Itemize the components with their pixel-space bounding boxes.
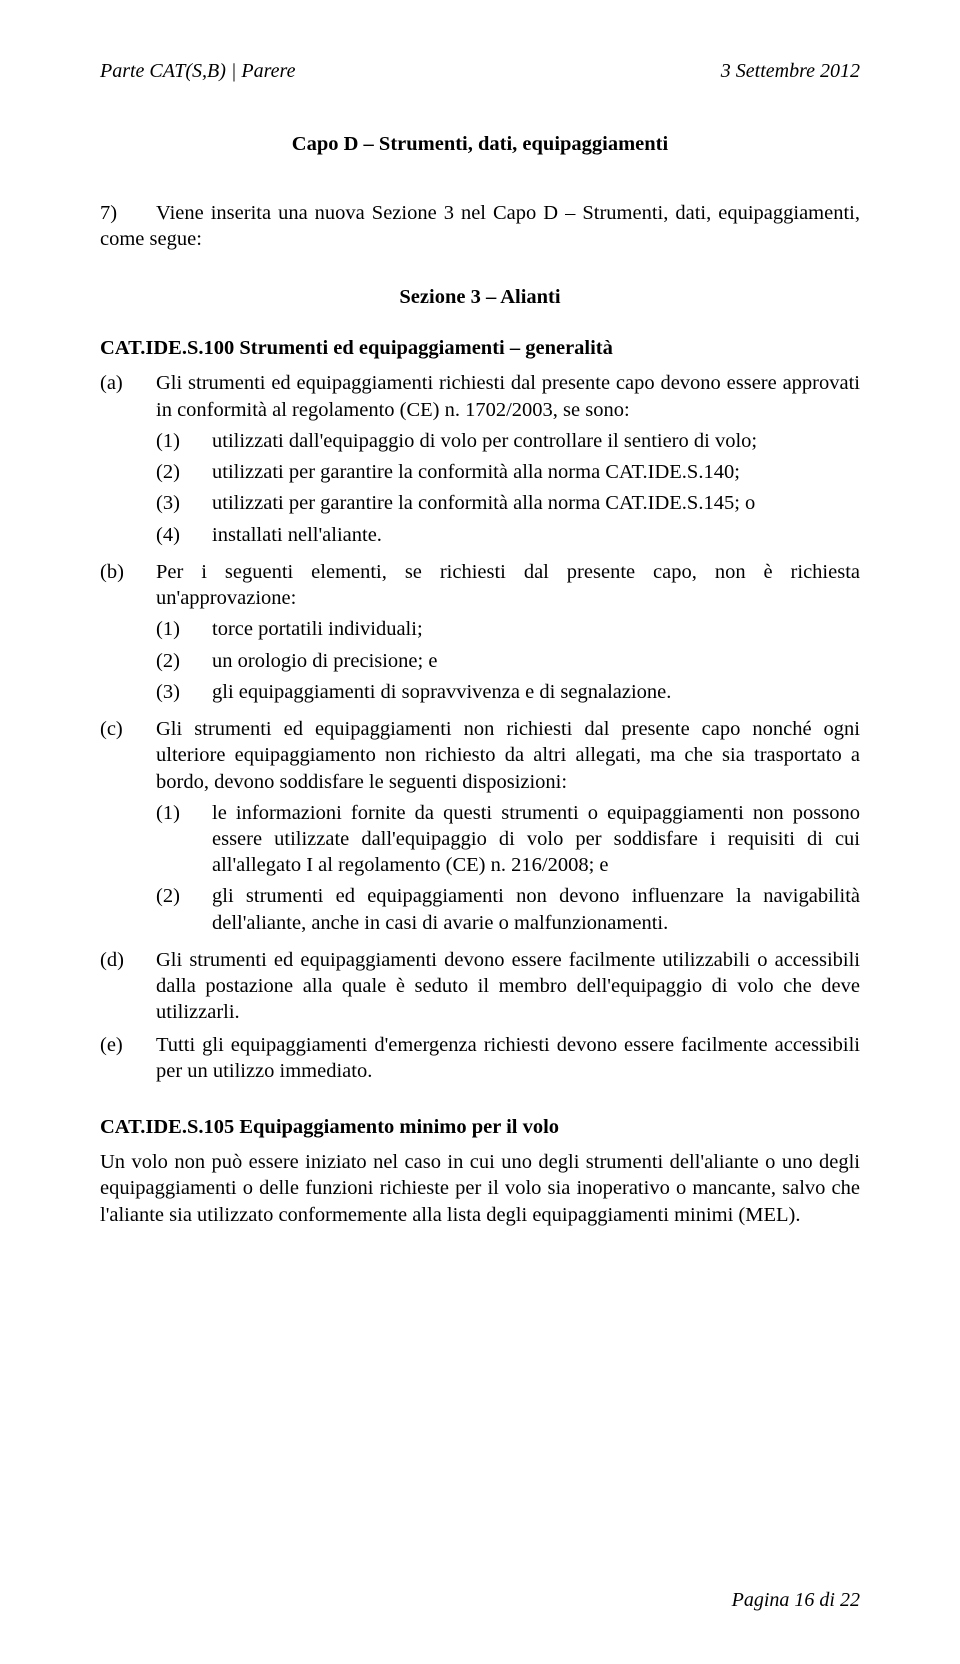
header-left: Parte CAT(S,B) | Parere	[100, 60, 295, 83]
document-page: Parte CAT(S,B) | Parere 3 Settembre 2012…	[0, 0, 960, 1664]
text-b-3: gli equipaggiamenti di sopravvivenza e d…	[212, 679, 860, 705]
page-footer: Pagina 16 di 22	[732, 1589, 860, 1612]
item-a-4: (4) installati nell'aliante.	[156, 522, 860, 548]
intro-paragraph: 7)Viene inserita una nuova Sezione 3 nel…	[100, 200, 860, 252]
capo-title: Capo D – Strumenti, dati, equipaggiament…	[100, 133, 860, 156]
text-c-1: le informazioni fornite da questi strume…	[212, 800, 860, 879]
text-c: Gli strumenti ed equipaggiamenti non ric…	[156, 718, 860, 792]
text-b: Per i seguenti elementi, se richiesti da…	[156, 561, 860, 609]
label-a-3: (3)	[156, 490, 212, 516]
text-a-4: installati nell'aliante.	[212, 522, 860, 548]
rule-105-heading: CAT.IDE.S.105 Equipaggiamento minimo per…	[100, 1116, 860, 1139]
text-a-3: utilizzati per garantire la conformità a…	[212, 490, 860, 516]
label-c: (c)	[100, 716, 156, 941]
item-c-2: (2) gli strumenti ed equipaggiamenti non…	[156, 883, 860, 935]
text-a-2: utilizzati per garantire la conformità a…	[212, 459, 860, 485]
text-d: Gli strumenti ed equipaggiamenti devono …	[156, 947, 860, 1026]
item-c-1: (1) le informazioni fornite da questi st…	[156, 800, 860, 879]
text-b-1: torce portatili individuali;	[212, 616, 860, 642]
label-b-3: (3)	[156, 679, 212, 705]
text-e: Tutti gli equipaggiamenti d'emergenza ri…	[156, 1032, 860, 1084]
rule-100-heading: CAT.IDE.S.100 Strumenti ed equipaggiamen…	[100, 337, 860, 360]
label-b-1: (1)	[156, 616, 212, 642]
label-a: (a)	[100, 370, 156, 552]
subsection-title: Sezione 3 – Alianti	[100, 286, 860, 309]
label-a-1: (1)	[156, 428, 212, 454]
item-b-2: (2) un orologio di precisione; e	[156, 648, 860, 674]
label-b: (b)	[100, 559, 156, 710]
label-c-1: (1)	[156, 800, 212, 879]
label-b-2: (2)	[156, 648, 212, 674]
item-e: (e) Tutti gli equipaggiamenti d'emergenz…	[100, 1032, 860, 1084]
page-header: Parte CAT(S,B) | Parere 3 Settembre 2012	[100, 60, 860, 83]
header-right: 3 Settembre 2012	[721, 60, 860, 83]
spacer	[100, 1090, 860, 1112]
text-a: Gli strumenti ed equipaggiamenti richies…	[156, 372, 860, 420]
item-c: (c) Gli strumenti ed equipaggiamenti non…	[100, 716, 860, 941]
rule-105-text: Un volo non può essere iniziato nel caso…	[100, 1149, 860, 1228]
label-d: (d)	[100, 947, 156, 1026]
intro-number: 7)	[100, 200, 156, 226]
text-a-1: utilizzati dall'equipaggio di volo per c…	[212, 428, 860, 454]
label-a-2: (2)	[156, 459, 212, 485]
item-d: (d) Gli strumenti ed equipaggiamenti dev…	[100, 947, 860, 1026]
item-b-3: (3) gli equipaggiamenti di sopravvivenza…	[156, 679, 860, 705]
intro-text: Viene inserita una nuova Sezione 3 nel C…	[100, 202, 860, 250]
item-a-2: (2) utilizzati per garantire la conformi…	[156, 459, 860, 485]
item-a-3: (3) utilizzati per garantire la conformi…	[156, 490, 860, 516]
label-c-2: (2)	[156, 883, 212, 935]
text-b-2: un orologio di precisione; e	[212, 648, 860, 674]
label-a-4: (4)	[156, 522, 212, 548]
text-c-2: gli strumenti ed equipaggiamenti non dev…	[212, 883, 860, 935]
item-a-1: (1) utilizzati dall'equipaggio di volo p…	[156, 428, 860, 454]
item-a: (a) Gli strumenti ed equipaggiamenti ric…	[100, 370, 860, 552]
label-e: (e)	[100, 1032, 156, 1084]
item-b-1: (1) torce portatili individuali;	[156, 616, 860, 642]
item-b: (b) Per i seguenti elementi, se richiest…	[100, 559, 860, 710]
